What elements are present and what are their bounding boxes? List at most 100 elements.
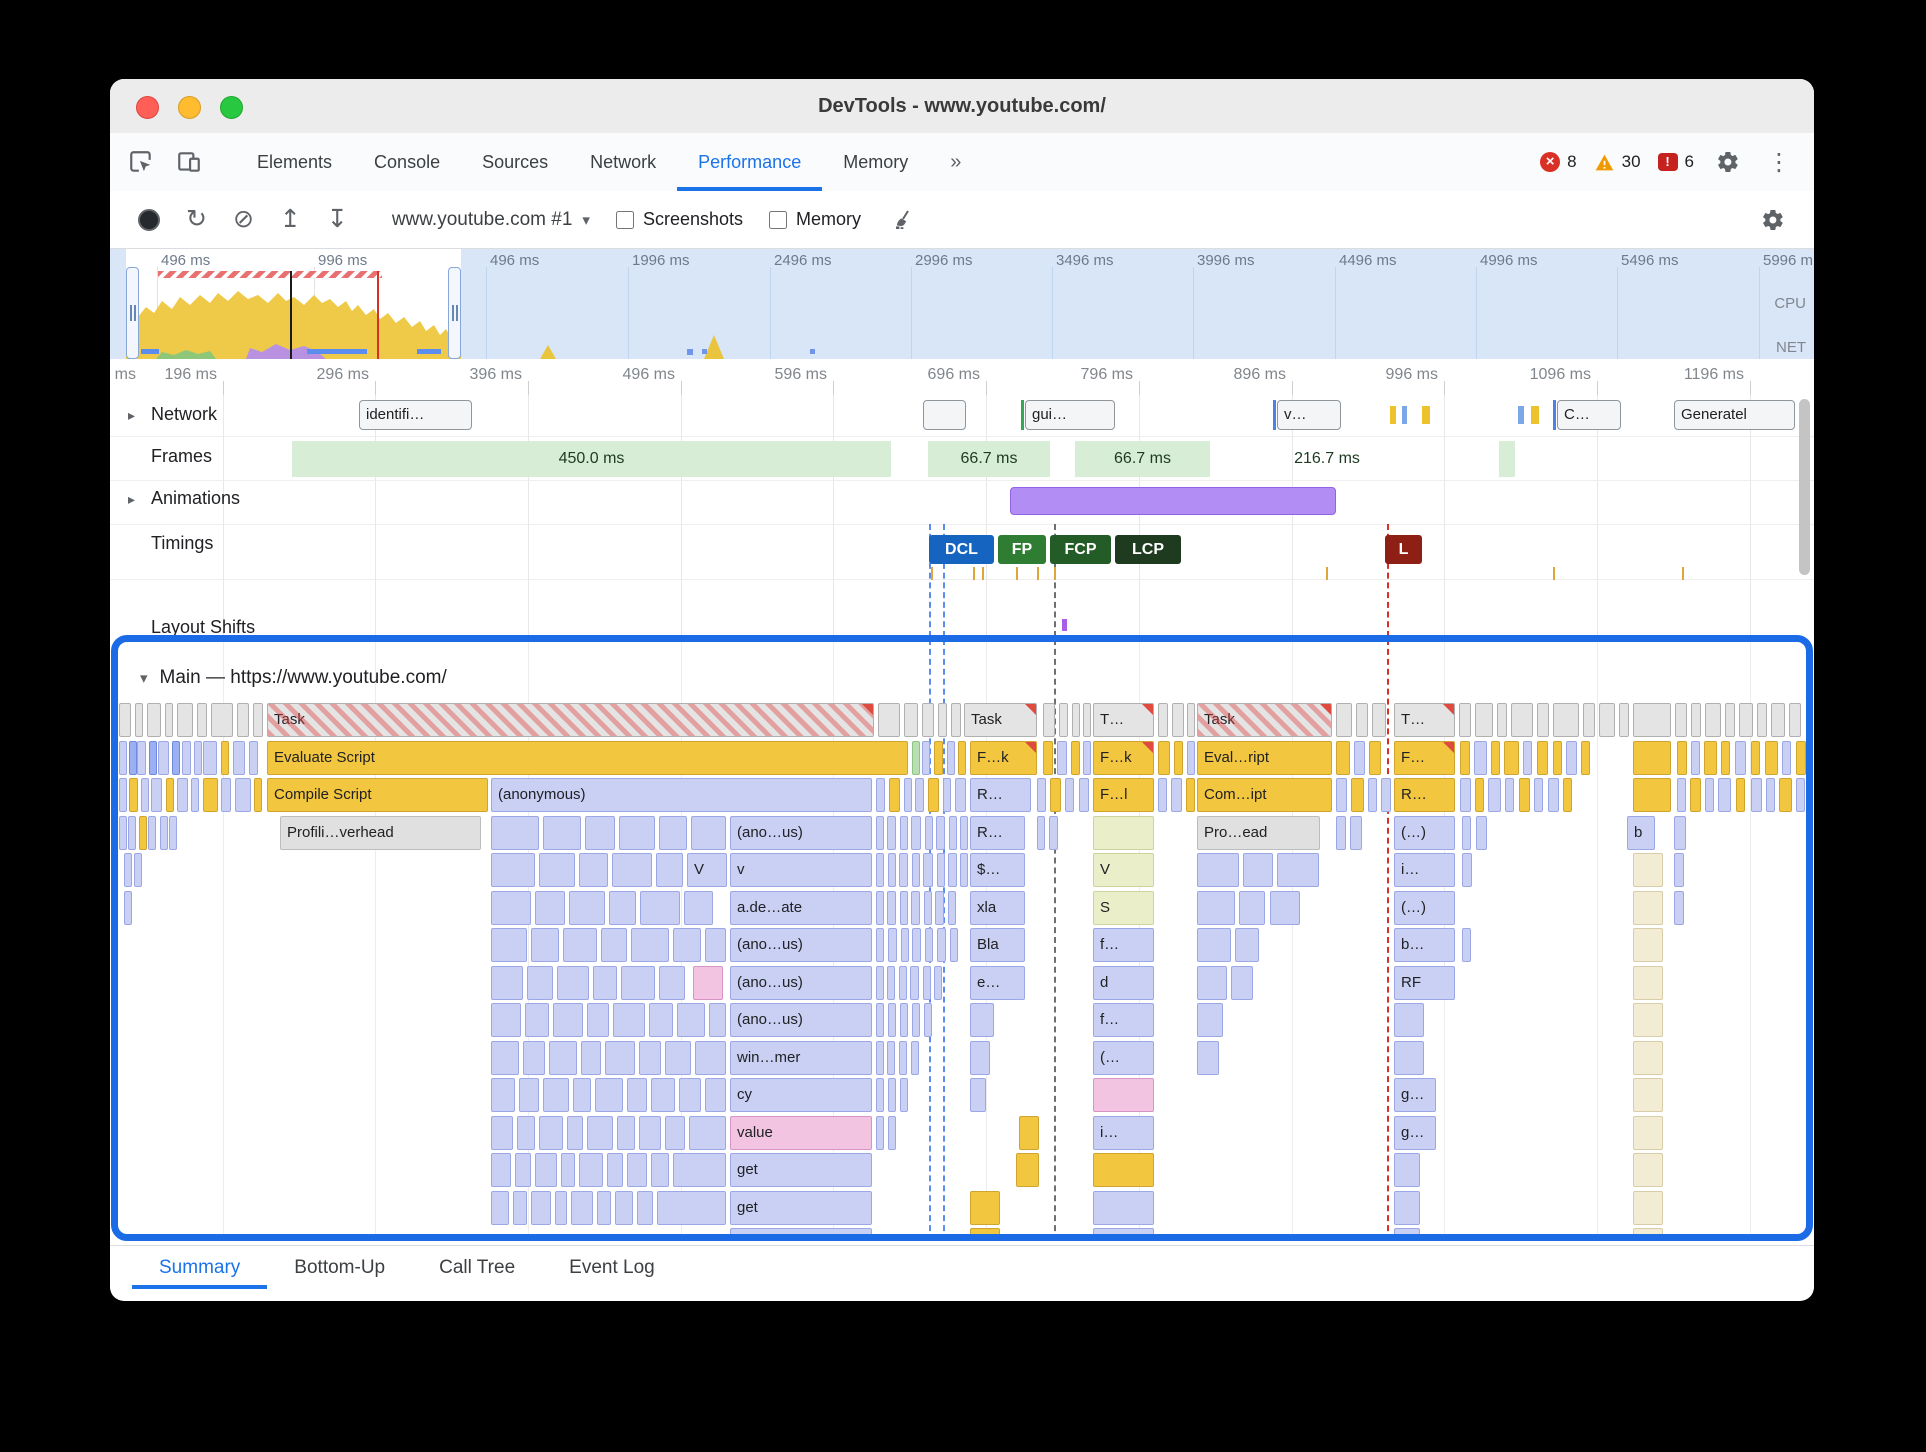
flame-bar[interactable] <box>970 1228 1000 1234</box>
flame-bar[interactable]: T… <box>1394 703 1455 737</box>
flame-bar[interactable] <box>951 703 961 737</box>
flame-bar[interactable] <box>935 891 944 925</box>
flame-bar[interactable] <box>1083 703 1091 737</box>
flame-bar[interactable] <box>1187 703 1195 737</box>
flame-bar[interactable] <box>535 1153 557 1187</box>
flame-bar[interactable]: F… <box>1394 741 1455 775</box>
warning-badge[interactable]: 30 <box>1594 152 1641 173</box>
flame-bar[interactable] <box>904 703 918 737</box>
flame-bar[interactable] <box>1462 928 1471 962</box>
flame-bar[interactable] <box>1789 703 1801 737</box>
flame-bar[interactable] <box>613 1003 645 1037</box>
flame-bar[interactable] <box>970 1078 986 1112</box>
flame-bar[interactable] <box>491 816 539 850</box>
more-tabs-button[interactable]: » <box>950 151 962 173</box>
flame-bar[interactable] <box>1633 1153 1663 1187</box>
flame-bar[interactable]: g… <box>1394 1116 1436 1150</box>
flame-bar[interactable] <box>191 778 199 812</box>
flame-bar[interactable] <box>135 703 143 737</box>
flame-bar[interactable] <box>1186 778 1195 812</box>
flame-bar[interactable] <box>948 891 956 925</box>
flame-bar[interactable] <box>709 1003 726 1037</box>
flame-bar[interactable] <box>617 1116 635 1150</box>
flame-bar[interactable] <box>950 928 958 962</box>
flame-bar[interactable] <box>1187 741 1195 775</box>
collect-garbage-icon[interactable] <box>887 203 921 237</box>
animation-bar[interactable] <box>1010 487 1336 515</box>
main-track-header[interactable]: ▾ Main — https://www.youtube.com/ <box>140 667 447 689</box>
flame-bar[interactable] <box>925 816 933 850</box>
flame-bar[interactable]: d <box>1093 966 1154 1000</box>
flame-bar[interactable] <box>1563 778 1572 812</box>
flame-bar[interactable] <box>137 741 146 775</box>
flame-bar[interactable] <box>491 891 531 925</box>
flame-bar[interactable]: T… <box>1093 703 1154 737</box>
flame-bar[interactable] <box>569 891 605 925</box>
flame-bar[interactable] <box>1674 816 1686 850</box>
flame-bar[interactable] <box>627 1153 647 1187</box>
flame-bar[interactable] <box>1796 741 1806 775</box>
flame-bar[interactable] <box>491 1153 511 1187</box>
flame-bar[interactable] <box>1197 966 1227 1000</box>
flame-bar[interactable] <box>693 966 723 1000</box>
flame-bar[interactable] <box>539 853 575 887</box>
flame-bar[interactable] <box>581 1041 601 1075</box>
flame-bar[interactable] <box>128 816 136 850</box>
flame-bar[interactable] <box>1243 853 1273 887</box>
flame-bar[interactable] <box>119 816 127 850</box>
flame-bar[interactable] <box>1079 778 1089 812</box>
flame-bar[interactable] <box>1475 703 1493 737</box>
flame-bar[interactable] <box>1037 778 1046 812</box>
flame-bar[interactable] <box>911 816 921 850</box>
flame-bar[interactable] <box>730 1228 872 1234</box>
flame-bar[interactable] <box>519 1078 539 1112</box>
flame-bar[interactable] <box>525 1003 549 1037</box>
flame-bar[interactable]: v <box>730 853 872 887</box>
flame-bar[interactable] <box>1277 853 1319 887</box>
flame-bar[interactable] <box>1462 853 1472 887</box>
flame-bar[interactable]: win…mer <box>730 1041 872 1075</box>
flame-bar[interactable] <box>910 966 919 1000</box>
flame-bar[interactable] <box>1739 703 1753 737</box>
main-collapse-icon[interactable]: ▾ <box>140 670 148 687</box>
flame-bar[interactable]: F…l <box>1093 778 1154 812</box>
flame-bar[interactable] <box>889 778 900 812</box>
flame-bar[interactable] <box>1368 778 1377 812</box>
flame-bar[interactable] <box>1633 741 1671 775</box>
flame-bar[interactable] <box>659 816 687 850</box>
flame-bar[interactable] <box>1158 741 1170 775</box>
flame-bar[interactable]: Task <box>1197 703 1332 737</box>
flame-bar[interactable] <box>1043 741 1053 775</box>
flame-bar[interactable] <box>876 1116 884 1150</box>
flame-bar[interactable] <box>876 1041 884 1075</box>
flame-bar[interactable] <box>887 1041 895 1075</box>
timing-marker-lcp[interactable]: LCP <box>1115 535 1181 564</box>
close-button[interactable] <box>136 96 159 119</box>
flame-bar[interactable] <box>970 1191 1000 1225</box>
flame-bar[interactable] <box>1158 778 1167 812</box>
flame-bar[interactable] <box>235 778 251 812</box>
flame-bar[interactable] <box>943 778 951 812</box>
flame-bar[interactable] <box>1460 741 1470 775</box>
flame-bar[interactable] <box>1093 816 1154 850</box>
load-profile-icon[interactable]: ↥ <box>279 205 301 233</box>
flame-bar[interactable] <box>1394 1041 1424 1075</box>
flame-bar[interactable] <box>119 703 131 737</box>
flame-bar[interactable] <box>172 741 180 775</box>
flame-bar[interactable] <box>876 853 884 887</box>
flame-bar[interactable] <box>535 891 565 925</box>
flame-bar[interactable] <box>573 1078 591 1112</box>
flame-bar[interactable]: (ano…us) <box>730 1003 872 1037</box>
flame-bar[interactable]: Com…ipt <box>1197 778 1332 812</box>
flame-bar[interactable] <box>934 966 942 1000</box>
network-request[interactable]: v… <box>1277 400 1341 430</box>
flame-bar[interactable] <box>517 1116 535 1150</box>
flame-bar[interactable] <box>1381 778 1391 812</box>
flame-bar[interactable] <box>523 1041 545 1075</box>
flame-bar[interactable] <box>1158 703 1168 737</box>
flame-bar[interactable] <box>665 1041 691 1075</box>
flame-bar[interactable] <box>1050 778 1061 812</box>
network-expand-icon[interactable]: ▸ <box>128 407 136 423</box>
flame-bar[interactable] <box>543 816 581 850</box>
flame-bar[interactable] <box>1336 703 1352 737</box>
